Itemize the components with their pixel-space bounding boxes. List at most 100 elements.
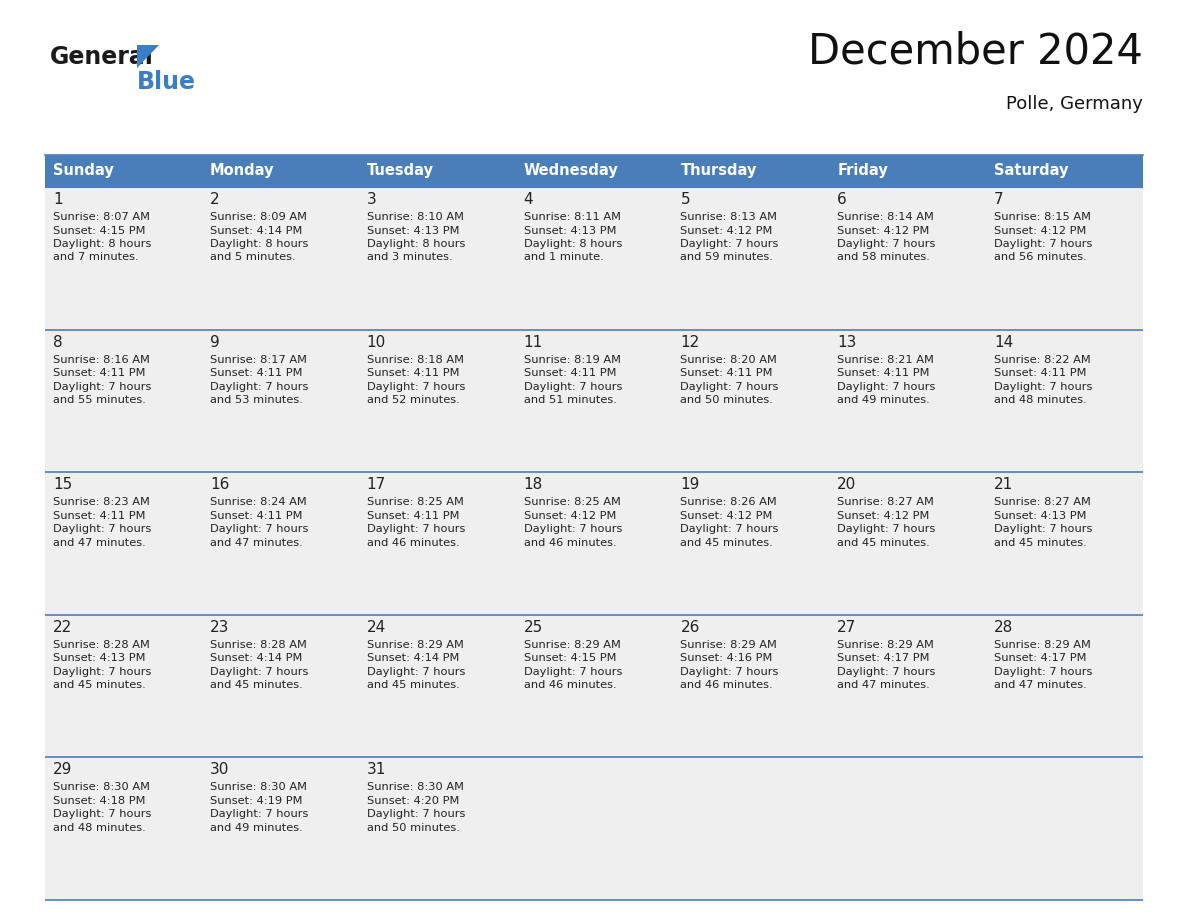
- Bar: [45, 757, 202, 900]
- Text: 4: 4: [524, 192, 533, 207]
- Text: and 45 minutes.: and 45 minutes.: [994, 538, 1087, 548]
- Text: Sunset: 4:11 PM: Sunset: 4:11 PM: [53, 368, 145, 378]
- Text: Sunset: 4:19 PM: Sunset: 4:19 PM: [210, 796, 303, 806]
- Text: Sunset: 4:15 PM: Sunset: 4:15 PM: [524, 654, 617, 664]
- Text: Daylight: 7 hours: Daylight: 7 hours: [838, 524, 936, 534]
- Text: Sunset: 4:18 PM: Sunset: 4:18 PM: [53, 796, 145, 806]
- Text: 12: 12: [681, 334, 700, 350]
- Text: 21: 21: [994, 477, 1013, 492]
- Text: Sunrise: 8:07 AM: Sunrise: 8:07 AM: [53, 212, 150, 222]
- Text: Sunset: 4:11 PM: Sunset: 4:11 PM: [994, 368, 1087, 378]
- Bar: [516, 187, 672, 330]
- Text: Sunrise: 8:19 AM: Sunrise: 8:19 AM: [524, 354, 620, 364]
- Bar: [986, 757, 1143, 900]
- Text: Sunrise: 8:29 AM: Sunrise: 8:29 AM: [681, 640, 777, 650]
- Text: Daylight: 7 hours: Daylight: 7 hours: [53, 666, 151, 677]
- Bar: [359, 757, 516, 900]
- Text: Daylight: 7 hours: Daylight: 7 hours: [524, 382, 623, 392]
- Text: Sunset: 4:13 PM: Sunset: 4:13 PM: [367, 226, 460, 236]
- Text: and 46 minutes.: and 46 minutes.: [367, 538, 460, 548]
- Text: Sunrise: 8:29 AM: Sunrise: 8:29 AM: [838, 640, 934, 650]
- Bar: [516, 330, 672, 472]
- Text: Sunrise: 8:16 AM: Sunrise: 8:16 AM: [53, 354, 150, 364]
- Text: and 47 minutes.: and 47 minutes.: [838, 680, 930, 690]
- Bar: [202, 187, 359, 330]
- Text: Sunrise: 8:29 AM: Sunrise: 8:29 AM: [524, 640, 620, 650]
- Bar: [829, 615, 986, 757]
- Text: 5: 5: [681, 192, 690, 207]
- Text: 23: 23: [210, 620, 229, 635]
- Bar: [202, 472, 359, 615]
- Text: and 48 minutes.: and 48 minutes.: [994, 395, 1087, 405]
- Text: and 45 minutes.: and 45 minutes.: [681, 538, 773, 548]
- Text: Sunset: 4:14 PM: Sunset: 4:14 PM: [367, 654, 459, 664]
- Text: and 5 minutes.: and 5 minutes.: [210, 252, 296, 263]
- Text: and 1 minute.: and 1 minute.: [524, 252, 604, 263]
- Text: Sunset: 4:12 PM: Sunset: 4:12 PM: [681, 226, 773, 236]
- Text: Daylight: 8 hours: Daylight: 8 hours: [367, 239, 465, 249]
- Text: Sunrise: 8:20 AM: Sunrise: 8:20 AM: [681, 354, 777, 364]
- Text: Daylight: 7 hours: Daylight: 7 hours: [367, 666, 465, 677]
- Text: Sunrise: 8:30 AM: Sunrise: 8:30 AM: [210, 782, 307, 792]
- Text: and 45 minutes.: and 45 minutes.: [53, 680, 146, 690]
- Text: Sunrise: 8:22 AM: Sunrise: 8:22 AM: [994, 354, 1091, 364]
- Text: 24: 24: [367, 620, 386, 635]
- Text: and 51 minutes.: and 51 minutes.: [524, 395, 617, 405]
- Text: Daylight: 7 hours: Daylight: 7 hours: [210, 524, 308, 534]
- Text: and 46 minutes.: and 46 minutes.: [524, 680, 617, 690]
- Text: Daylight: 7 hours: Daylight: 7 hours: [994, 524, 1093, 534]
- Text: Daylight: 7 hours: Daylight: 7 hours: [838, 239, 936, 249]
- Bar: [202, 757, 359, 900]
- Text: 31: 31: [367, 763, 386, 778]
- Text: Sunset: 4:17 PM: Sunset: 4:17 PM: [838, 654, 930, 664]
- Text: Sunday: Sunday: [53, 163, 114, 178]
- Text: and 47 minutes.: and 47 minutes.: [210, 538, 303, 548]
- Text: and 56 minutes.: and 56 minutes.: [994, 252, 1087, 263]
- Text: 7: 7: [994, 192, 1004, 207]
- Text: Sunrise: 8:29 AM: Sunrise: 8:29 AM: [994, 640, 1091, 650]
- Text: 29: 29: [53, 763, 72, 778]
- Text: 14: 14: [994, 334, 1013, 350]
- Text: Sunset: 4:13 PM: Sunset: 4:13 PM: [994, 510, 1087, 521]
- Text: Sunset: 4:12 PM: Sunset: 4:12 PM: [994, 226, 1087, 236]
- Text: 22: 22: [53, 620, 72, 635]
- Bar: [672, 615, 829, 757]
- Text: and 52 minutes.: and 52 minutes.: [367, 395, 460, 405]
- Bar: [45, 155, 1143, 187]
- Text: Sunset: 4:11 PM: Sunset: 4:11 PM: [838, 368, 930, 378]
- Text: Sunrise: 8:28 AM: Sunrise: 8:28 AM: [53, 640, 150, 650]
- Text: 30: 30: [210, 763, 229, 778]
- Text: 18: 18: [524, 477, 543, 492]
- Bar: [516, 472, 672, 615]
- Bar: [829, 330, 986, 472]
- Text: Daylight: 8 hours: Daylight: 8 hours: [524, 239, 623, 249]
- Bar: [45, 472, 202, 615]
- Text: Daylight: 7 hours: Daylight: 7 hours: [838, 382, 936, 392]
- Text: and 3 minutes.: and 3 minutes.: [367, 252, 453, 263]
- Bar: [672, 187, 829, 330]
- Text: Wednesday: Wednesday: [524, 163, 618, 178]
- Text: 9: 9: [210, 334, 220, 350]
- Bar: [986, 615, 1143, 757]
- Text: Monday: Monday: [210, 163, 274, 178]
- Text: and 47 minutes.: and 47 minutes.: [994, 680, 1087, 690]
- Text: Daylight: 7 hours: Daylight: 7 hours: [367, 810, 465, 820]
- Text: Sunrise: 8:14 AM: Sunrise: 8:14 AM: [838, 212, 934, 222]
- Text: Daylight: 7 hours: Daylight: 7 hours: [681, 382, 779, 392]
- Text: Daylight: 7 hours: Daylight: 7 hours: [367, 524, 465, 534]
- Text: Sunset: 4:14 PM: Sunset: 4:14 PM: [210, 226, 302, 236]
- Bar: [986, 472, 1143, 615]
- Text: Daylight: 7 hours: Daylight: 7 hours: [681, 666, 779, 677]
- Text: General: General: [50, 45, 154, 69]
- Text: December 2024: December 2024: [808, 30, 1143, 72]
- Text: and 45 minutes.: and 45 minutes.: [838, 538, 930, 548]
- Text: Sunrise: 8:25 AM: Sunrise: 8:25 AM: [524, 498, 620, 508]
- Text: Sunrise: 8:17 AM: Sunrise: 8:17 AM: [210, 354, 307, 364]
- Text: 27: 27: [838, 620, 857, 635]
- Bar: [202, 615, 359, 757]
- Text: and 55 minutes.: and 55 minutes.: [53, 395, 146, 405]
- Text: Sunset: 4:12 PM: Sunset: 4:12 PM: [524, 510, 615, 521]
- Text: Sunrise: 8:10 AM: Sunrise: 8:10 AM: [367, 212, 463, 222]
- Bar: [45, 615, 202, 757]
- Bar: [359, 330, 516, 472]
